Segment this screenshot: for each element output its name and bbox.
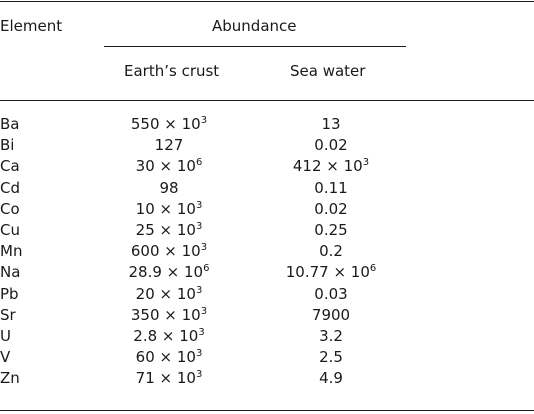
table-row: Cd 98 0.11 [0, 178, 534, 199]
crust-value-cell: 30 × 106 [135, 157, 203, 176]
crust-value-cell: 71 × 103 [135, 369, 203, 388]
sea-value-cell: 0.02 [314, 199, 348, 218]
abundance-group-header: Abundance [212, 17, 297, 35]
element-cell: Na [0, 263, 21, 282]
sea-value-cell: 2.5 [319, 348, 343, 367]
table-row: Pb 20 × 103 0.03 [0, 284, 534, 305]
crust-value-cell: 28.9 × 106 [128, 263, 210, 282]
table-row: V 60 × 103 2.5 [0, 347, 534, 368]
header-bottom-rule [0, 100, 534, 101]
element-cell: Pb [0, 284, 19, 303]
sea-value-cell: 7900 [311, 305, 351, 324]
crust-value-cell: 350 × 103 [130, 305, 208, 324]
abundance-group-rule [104, 46, 406, 47]
sea-value-cell: 10.77 × 106 [285, 263, 377, 282]
table-row: Bi 127 0.02 [0, 135, 534, 156]
element-cell: Cd [0, 178, 20, 197]
sea-value-cell: 412 × 103 [292, 157, 370, 176]
element-cell: Ba [0, 115, 20, 133]
table-row: Na 28.9 × 106 10.77 × 106 [0, 262, 534, 283]
element-cell: U [0, 326, 11, 345]
crust-value-cell: 98 [159, 178, 179, 197]
sea-value-cell: 0.03 [314, 284, 348, 303]
table-row: Ba 550 × 103 13 [0, 114, 534, 135]
earths-crust-column-header: Earth’s crust [124, 62, 220, 80]
crust-value-cell: 60 × 103 [135, 348, 203, 367]
crust-value-cell: 25 × 103 [135, 220, 203, 239]
sea-value-cell: 13 [321, 115, 341, 133]
element-cell: Sr [0, 305, 16, 324]
element-cell: Bi [0, 136, 15, 155]
crust-value-cell: 10 × 103 [135, 199, 203, 218]
sea-value-cell: 0.25 [314, 220, 348, 239]
crust-value-cell: 550 × 103 [130, 115, 208, 133]
sea-value-cell: 0.2 [319, 242, 343, 261]
table-row: U 2.8 × 103 3.2 [0, 326, 534, 347]
element-cell: Co [0, 199, 20, 218]
element-cell: Zn [0, 369, 20, 388]
table-row: Zn 71 × 103 4.9 [0, 368, 534, 389]
table-top-rule [0, 1, 534, 2]
element-cell: Mn [0, 242, 23, 261]
sea-value-cell: 4.9 [319, 369, 343, 388]
element-cell: V [0, 348, 11, 367]
crust-value-cell: 20 × 103 [135, 284, 203, 303]
crust-value-cell: 127 [154, 136, 184, 155]
table-row: Mn 600 × 103 0.2 [0, 241, 534, 262]
crust-value-cell: 600 × 103 [130, 242, 208, 261]
table-bottom-rule [0, 410, 534, 411]
element-cell: Cu [0, 220, 20, 239]
sea-water-column-header: Sea water [290, 62, 366, 80]
sea-value-cell: 0.02 [314, 136, 348, 155]
table-row: Cu 25 × 103 0.25 [0, 220, 534, 241]
sea-value-cell: 0.11 [314, 178, 348, 197]
table-row: Ca 30 × 106 412 × 103 [0, 156, 534, 177]
element-cell: Ca [0, 157, 20, 176]
element-column-header: Element [0, 17, 63, 35]
table-body: Ba 550 × 103 13 Bi 127 0.02 Ca 30 × 106 … [0, 114, 534, 389]
sea-value-cell: 3.2 [319, 326, 343, 345]
crust-value-cell: 2.8 × 103 [133, 326, 205, 345]
table-row: Co 10 × 103 0.02 [0, 199, 534, 220]
table-row: Sr 350 × 103 7900 [0, 305, 534, 326]
